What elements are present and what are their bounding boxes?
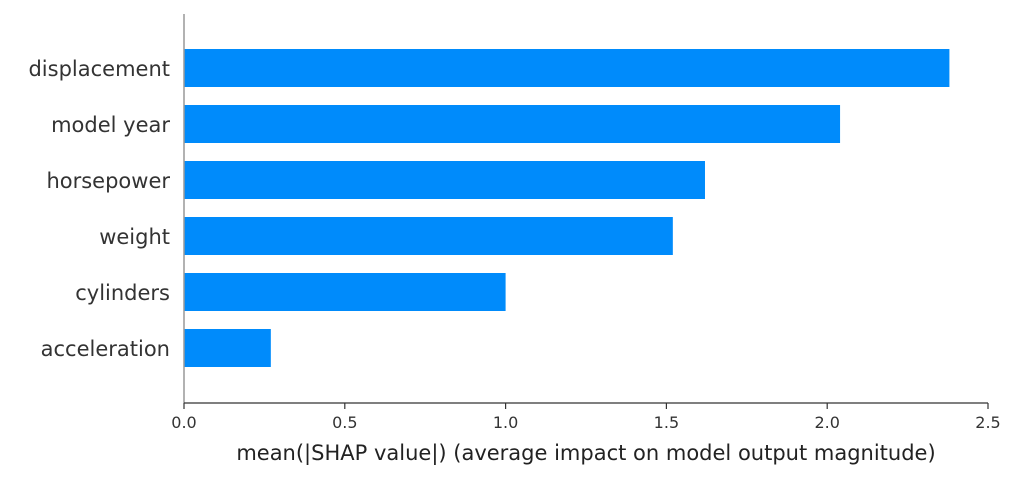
category-label: acceleration (41, 337, 170, 361)
bar-horsepower (184, 161, 705, 199)
category-labels: displacement model year horsepower weight cy… (28, 57, 170, 361)
category-label: displacement (28, 57, 170, 81)
category-label: model year (51, 113, 170, 137)
category-label: cylinders (75, 281, 170, 305)
bars-layer (184, 49, 950, 367)
category-label: horsepower (46, 169, 170, 193)
bar-cylinders (184, 273, 506, 311)
category-label: weight (99, 225, 170, 249)
bar-acceleration (184, 329, 271, 367)
x-axis-title: mean(|SHAP value|) (average impact on mo… (236, 441, 935, 466)
x-tick-label: 1.5 (654, 413, 679, 432)
x-tick-label: 0.5 (332, 413, 357, 432)
x-tick-label: 2.5 (975, 413, 1000, 432)
x-ticks: 0.0 0.5 1.0 1.5 2.0 2.5 (171, 403, 1001, 432)
x-tick-label: 0.0 (171, 413, 196, 432)
bar-model-year (184, 105, 841, 143)
bar-displacement (184, 49, 950, 87)
bar-weight (184, 217, 673, 255)
x-tick-label: 2.0 (814, 413, 839, 432)
x-tick-label: 1.0 (493, 413, 518, 432)
